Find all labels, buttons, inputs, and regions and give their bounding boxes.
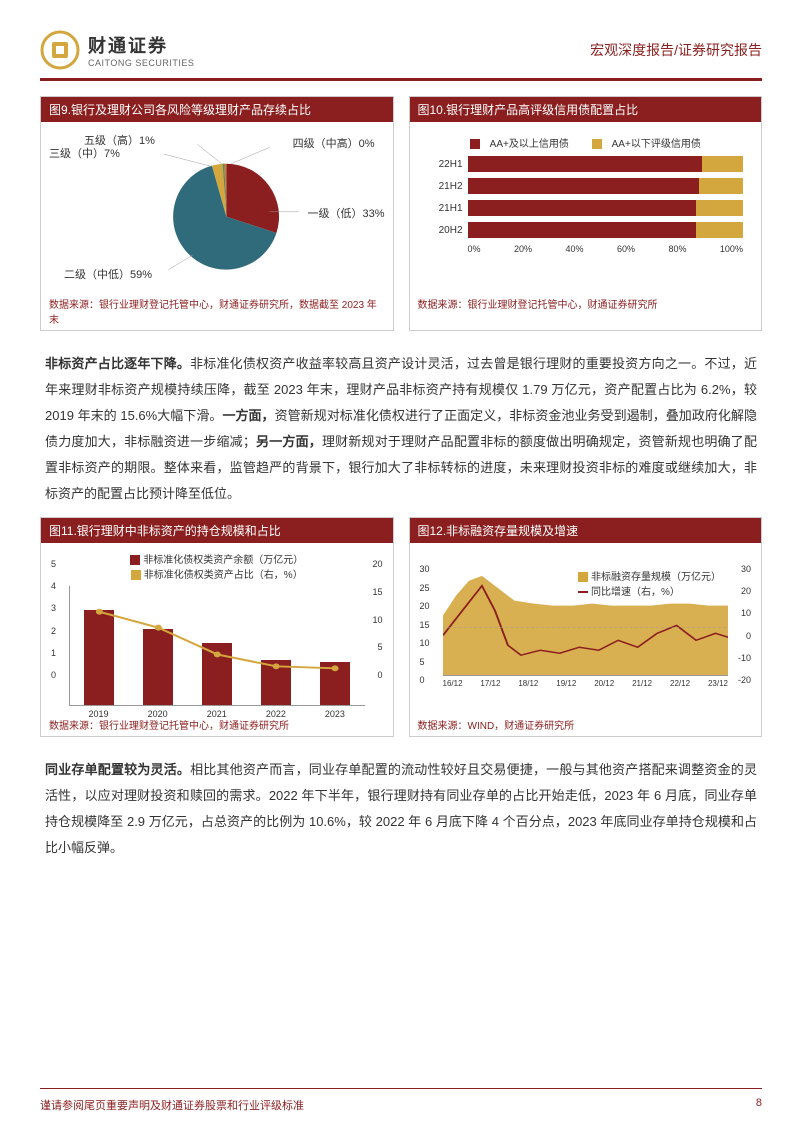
logo-text-cn: 财通证券	[88, 32, 194, 58]
axis-tick: -20	[738, 675, 751, 685]
axis-tick: 0	[372, 670, 382, 680]
axis-tick: 18/12	[518, 679, 538, 688]
axis-tick: 100%	[720, 244, 743, 254]
para1-title: 非标资产占比逐年下降。	[45, 356, 190, 371]
axis-tick: 30	[738, 564, 751, 574]
area-chart: 30 25 20 15 10 5 0 30 20 10 0 -10 -20	[418, 556, 754, 710]
hbar-chart: AA+及以上信用债 AA+以下评级信用债 22H1 21H2 21H1 20H2…	[418, 130, 754, 284]
pie-label-1: 一级（低）33%	[307, 205, 384, 221]
axis-tick: 60%	[617, 244, 635, 254]
axis-tick: 3	[51, 603, 56, 613]
axis-tick: 2023	[325, 709, 345, 719]
figure-11: 图11.银行理财中非标资产的持仓规模和占比 非标准化债权类资产余额（万亿元） 非…	[40, 517, 394, 737]
figure-12-title: 图12.非标融资存量规模及增速	[410, 518, 762, 543]
axis-tick: 5	[51, 559, 56, 569]
axis-tick: 16/12	[443, 679, 463, 688]
axis-tick: 40%	[565, 244, 583, 254]
axis-tick: 20	[372, 559, 382, 569]
para1-bold2: 另一方面，	[256, 434, 322, 449]
axis-tick: 17/12	[480, 679, 500, 688]
axis-tick: 23/12	[708, 679, 728, 688]
paragraph-1: 非标资产占比逐年下降。非标准化债权资产收益率较高且资产设计灵活，过去曾是银行理财…	[40, 341, 762, 517]
axis-tick: 2020	[148, 709, 168, 719]
axis-tick: 30	[420, 564, 430, 574]
hbar-label: 21H2	[428, 181, 463, 192]
page: 财通证券 CAITONG SECURITIES 宏观深度报告/证券研究报告 图9…	[0, 0, 802, 1133]
axis-tick: 22/12	[670, 679, 690, 688]
fig11-legend-1: 非标准化债权类资产余额（万亿元）	[143, 555, 303, 566]
hbar-label: 20H2	[428, 225, 463, 236]
axis-tick: 20/12	[594, 679, 614, 688]
logo: 财通证券 CAITONG SECURITIES	[40, 30, 194, 70]
hbar-label: 21H1	[428, 203, 463, 214]
pie-label-3: 三级（中）7%	[49, 145, 120, 161]
footer-disclaimer: 谨请参阅尾页重要声明及财通证券股票和行业评级标准	[40, 1097, 304, 1113]
hbar-label: 22H1	[428, 159, 463, 170]
axis-tick: 20	[420, 601, 430, 611]
axis-tick: 10	[372, 615, 382, 625]
pie-label-2: 二级（中低）59%	[64, 266, 152, 282]
figure-9: 图9.银行及理财公司各风险等级理财产品存续占比	[40, 96, 394, 331]
axis-tick: 21/12	[632, 679, 652, 688]
logo-icon	[40, 30, 80, 70]
axis-tick: 2021	[207, 709, 227, 719]
axis-tick: 2	[51, 626, 56, 636]
fig10-legend-2: AA+以下评级信用债	[612, 139, 701, 150]
area-path	[443, 576, 729, 675]
fig10-legend-1: AA+及以上信用债	[490, 139, 569, 150]
figure-9-source: 数据来源：银行业理财登记托管中心，财通证券研究所，数据截至 2023 年末	[41, 292, 393, 330]
para1-bold1: 一方面，	[222, 408, 274, 423]
figure-10-title: 图10.银行理财产品高评级信用债配置占比	[410, 97, 762, 122]
axis-tick: 15	[372, 587, 382, 597]
figure-12-source: 数据来源：WIND，财通证券研究所	[410, 713, 762, 736]
axis-tick: 2022	[266, 709, 286, 719]
figure-10-source: 数据来源：银行业理财登记托管中心，财通证券研究所	[410, 292, 762, 315]
combo-chart: 非标准化债权类资产余额（万亿元） 非标准化债权类资产占比（右，%） 5 4 3 …	[49, 551, 385, 705]
report-category: 宏观深度报告/证券研究报告	[590, 40, 762, 60]
axis-tick: 20%	[514, 244, 532, 254]
figure-10: 图10.银行理财产品高评级信用债配置占比 AA+及以上信用债 AA+以下评级信用…	[409, 96, 763, 331]
paragraph-2: 同业存单配置较为灵活。相比其他资产而言，同业存单配置的流动性较好且交易便捷，一般…	[40, 747, 762, 871]
axis-tick: 15	[420, 620, 430, 630]
axis-tick: 2019	[89, 709, 109, 719]
axis-tick: 0	[738, 631, 751, 641]
fig11-legend-2: 非标准化债权类资产占比（右，%）	[144, 570, 303, 581]
axis-tick: 1	[51, 648, 56, 658]
axis-tick: 20	[738, 586, 751, 596]
axis-tick: 10	[738, 608, 751, 618]
axis-tick: 19/12	[556, 679, 576, 688]
axis-tick: 4	[51, 581, 56, 591]
page-header: 财通证券 CAITONG SECURITIES 宏观深度报告/证券研究报告	[40, 30, 762, 81]
axis-tick: 0	[420, 675, 430, 685]
axis-tick: 0	[51, 670, 56, 680]
axis-tick: 5	[420, 657, 430, 667]
pie-label-4: 四级（中高）0%	[293, 135, 375, 151]
figure-9-title: 图9.银行及理财公司各风险等级理财产品存续占比	[41, 97, 393, 122]
figure-12: 图12.非标融资存量规模及增速 30 25 20 15 10 5 0 30 20…	[409, 517, 763, 737]
logo-text-en: CAITONG SECURITIES	[88, 58, 194, 68]
axis-tick: -10	[738, 653, 751, 663]
axis-tick: 25	[420, 583, 430, 593]
pie-chart: 五级（高）1% 三级（中）7% 四级（中高）0% 一级（低）33% 二级（中低）…	[49, 130, 385, 284]
para2-title: 同业存单配置较为灵活。	[45, 762, 190, 777]
axis-tick: 0%	[468, 244, 481, 254]
axis-tick: 10	[420, 638, 430, 648]
figure-11-title: 图11.银行理财中非标资产的持仓规模和占比	[41, 518, 393, 543]
axis-tick: 80%	[668, 244, 686, 254]
page-footer: 谨请参阅尾页重要声明及财通证券股票和行业评级标准 8	[40, 1088, 762, 1113]
page-number: 8	[756, 1097, 762, 1113]
axis-tick: 5	[372, 642, 382, 652]
